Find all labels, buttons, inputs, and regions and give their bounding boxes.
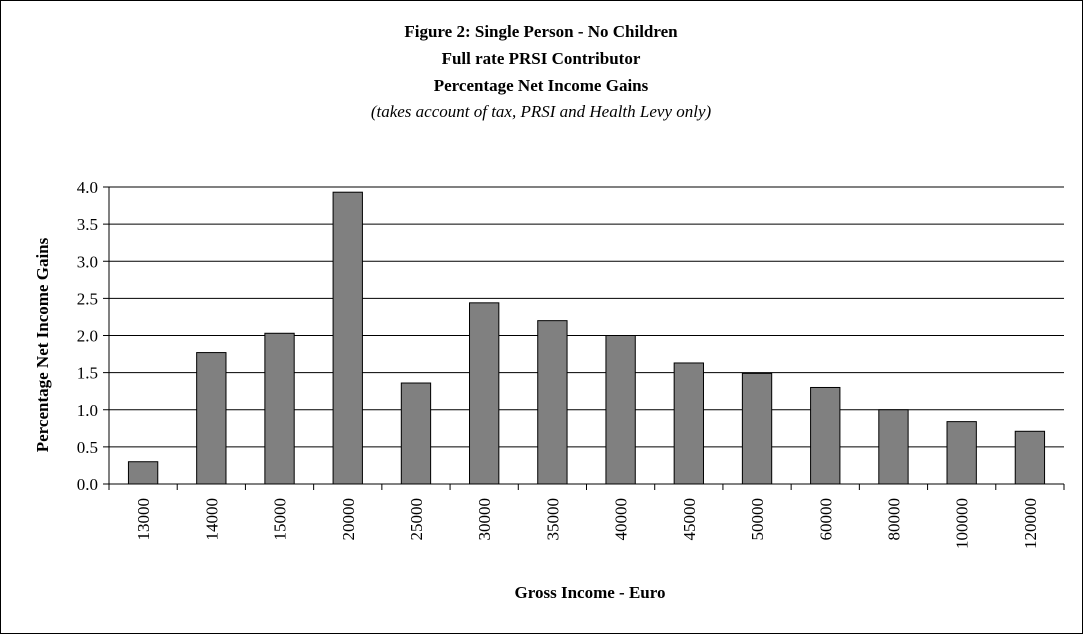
bar (673, 362, 704, 485)
chart-title-line-3: Percentage Net Income Gains (434, 76, 649, 95)
bar (1014, 430, 1046, 485)
x-tick-label: 14000 (202, 498, 221, 541)
x-axis-title: Gross Income - Euro (515, 583, 666, 602)
plot-area: 0.0 0.5 1.0 1.5 2.0 2.5 3.0 3.5 4.0 13000 14000 150… (77, 178, 1065, 549)
x-tick-label: 120000 (1021, 498, 1040, 549)
y-tick-label: 4.0 (77, 178, 98, 197)
y-tick-label: 3.0 (77, 252, 98, 271)
bar (537, 320, 568, 485)
bar (127, 461, 159, 485)
x-tick-label: 35000 (543, 498, 562, 541)
chart-title: Figure 2: Single Person - No Children Fu… (371, 22, 712, 121)
x-tick-label: 60000 (816, 498, 835, 541)
y-tick-label: 0.5 (77, 438, 98, 457)
x-tick-label: 15000 (271, 498, 290, 541)
y-tick-label: 0.0 (77, 475, 98, 494)
chart-title-line-2: Full rate PRSI Contributor (442, 49, 641, 68)
bar (469, 302, 500, 485)
bar (741, 372, 773, 485)
bar (332, 191, 363, 485)
chart-subtitle: (takes account of tax, PRSI and Health L… (371, 102, 712, 121)
y-tick-label: 1.0 (77, 401, 98, 420)
x-tick-label: 100000 (953, 498, 972, 549)
x-tick-label: 50000 (748, 498, 767, 541)
x-tick-label: 25000 (407, 498, 426, 541)
x-tick-label: 40000 (612, 498, 631, 541)
y-axis-title: Percentage Net Income Gains (33, 237, 52, 452)
y-tick-label: 1.5 (77, 364, 98, 383)
y-tick-label: 2.0 (77, 327, 98, 346)
bar (264, 332, 295, 485)
x-tick-label: 13000 (134, 498, 153, 541)
bar (196, 352, 227, 485)
bar (605, 335, 636, 485)
bar (400, 382, 432, 485)
x-tick-label: 80000 (884, 498, 903, 541)
x-tick-label: 45000 (680, 498, 699, 541)
x-tick-label: 20000 (339, 498, 358, 541)
bar (946, 421, 977, 485)
bar (810, 386, 841, 485)
chart-title-line-1: Figure 2: Single Person - No Children (404, 22, 678, 41)
bar (878, 409, 909, 485)
y-tick-label: 2.5 (77, 289, 98, 308)
x-tick-label: 30000 (475, 498, 494, 541)
y-tick-label: 3.5 (77, 215, 98, 234)
